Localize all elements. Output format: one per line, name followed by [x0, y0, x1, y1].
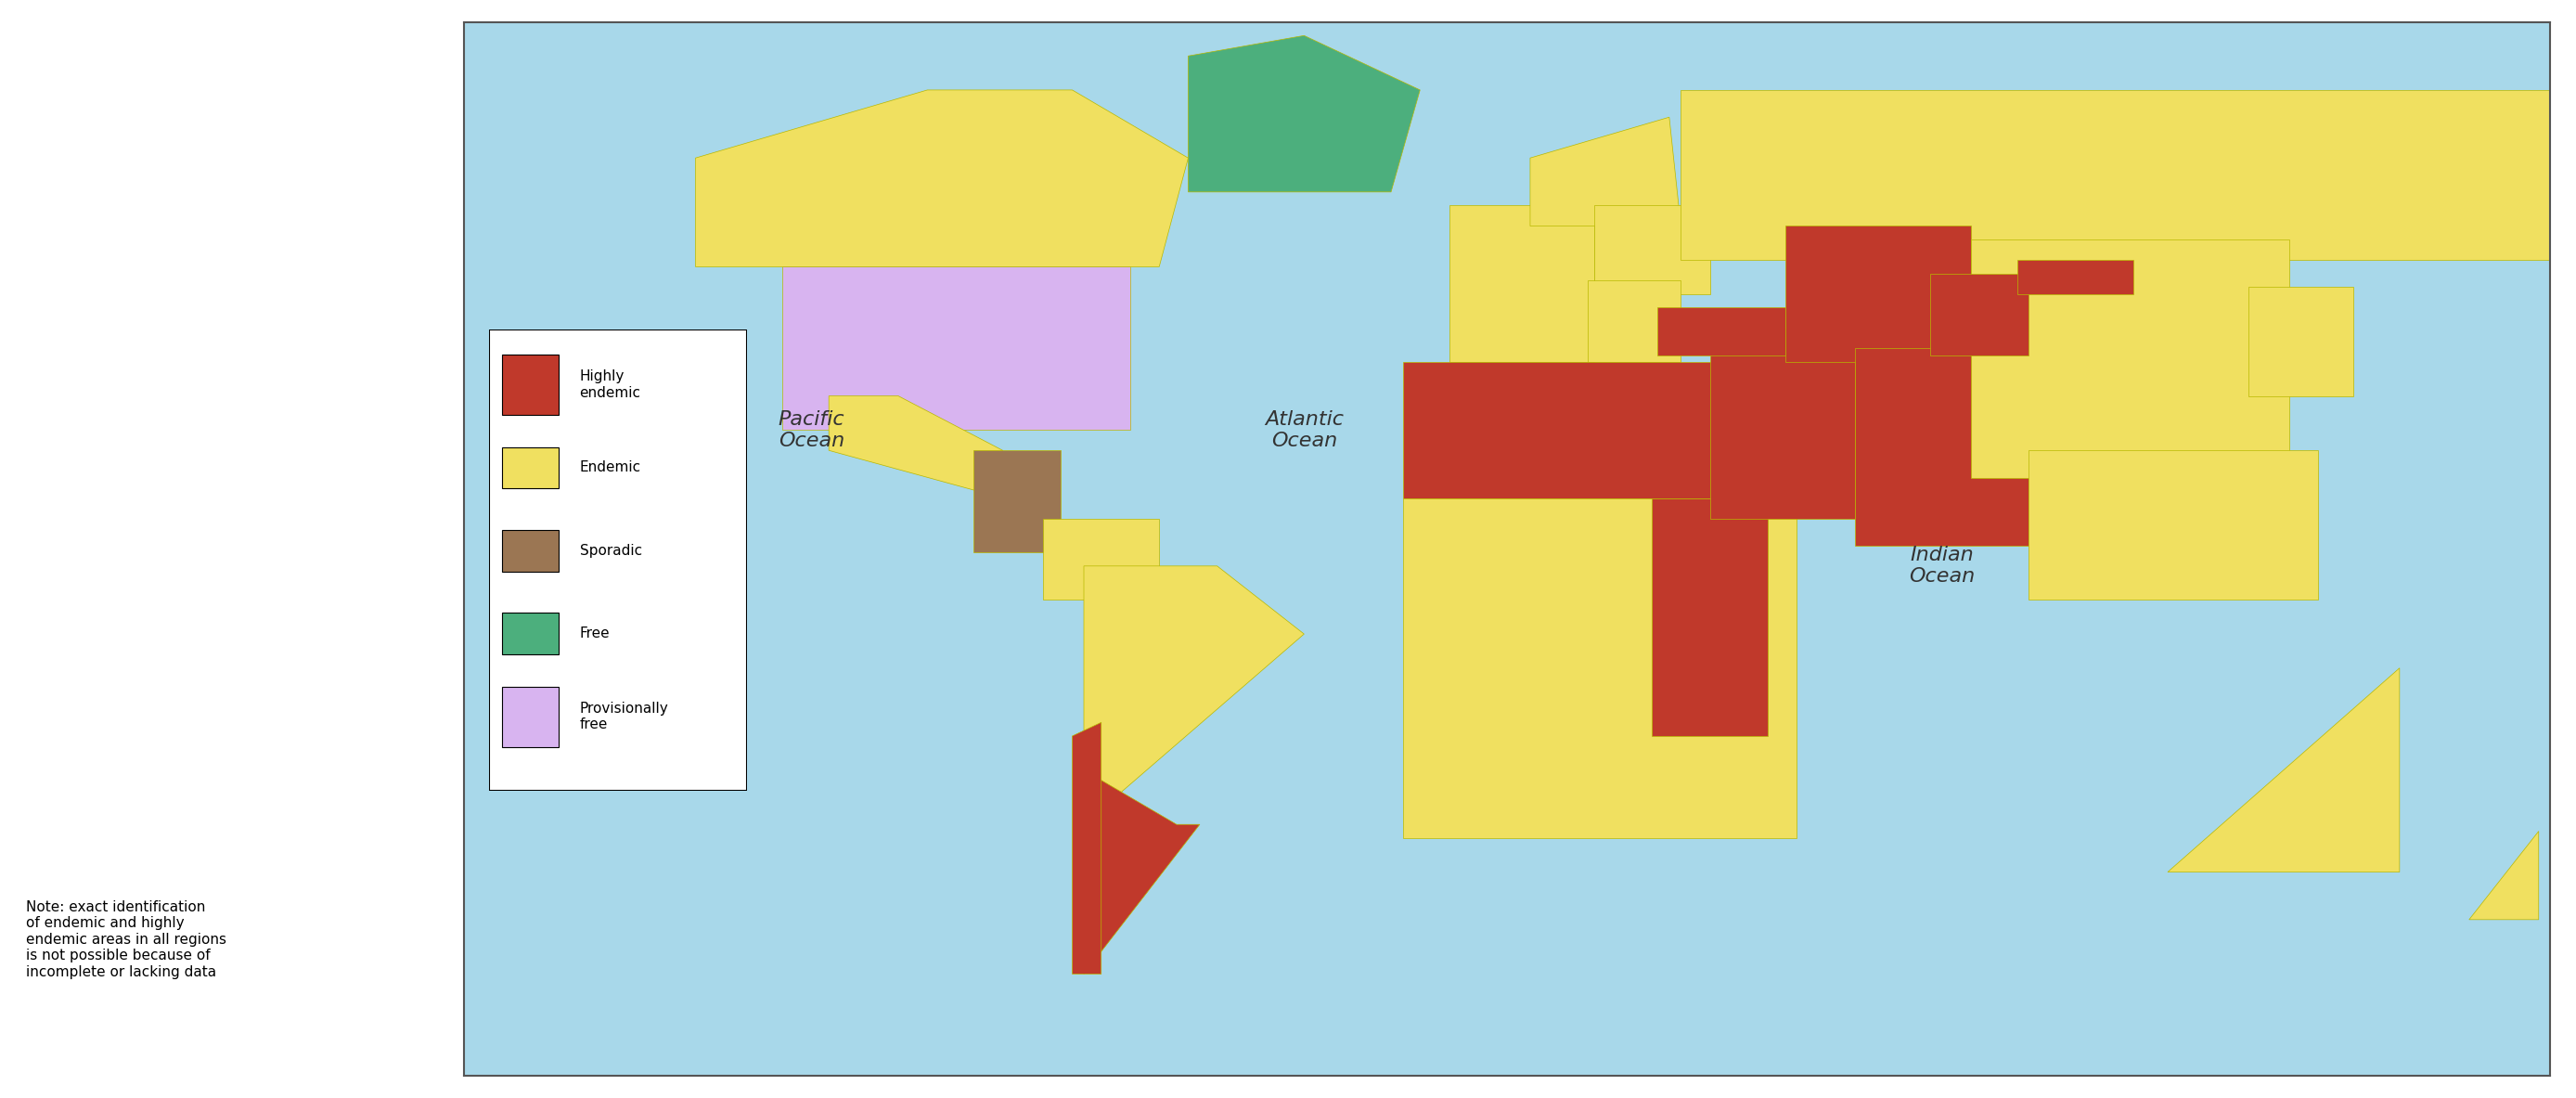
Polygon shape [1043, 518, 1159, 600]
Polygon shape [1659, 307, 1785, 355]
Bar [502, 530, 559, 572]
Text: Free: Free [580, 627, 611, 641]
Polygon shape [1401, 362, 1855, 498]
Text: Indian
Ocean: Indian Ocean [1909, 546, 1976, 586]
Polygon shape [1929, 273, 2027, 355]
Polygon shape [1785, 226, 1971, 362]
Polygon shape [1651, 498, 1767, 736]
Polygon shape [1084, 770, 1200, 974]
Polygon shape [696, 90, 1188, 267]
Polygon shape [1530, 117, 1680, 226]
Polygon shape [1680, 90, 2550, 260]
Polygon shape [1084, 565, 1303, 825]
Bar [502, 447, 559, 489]
Text: Highly
endemic: Highly endemic [580, 370, 641, 400]
Bar [502, 355, 559, 415]
Text: Endemic: Endemic [580, 461, 641, 474]
Text: Provisionally
free: Provisionally free [580, 702, 667, 731]
Polygon shape [1587, 280, 1680, 362]
Polygon shape [1971, 239, 2290, 478]
Text: Atlantic
Ocean: Atlantic Ocean [1265, 410, 1345, 450]
Bar [502, 687, 559, 747]
Polygon shape [783, 267, 1131, 430]
Polygon shape [2249, 288, 2354, 396]
Polygon shape [1855, 348, 2027, 546]
Polygon shape [1595, 205, 1710, 294]
Text: Pacific
Ocean: Pacific Ocean [778, 410, 845, 450]
Polygon shape [829, 396, 1002, 498]
Text: Note: exact identification
of endemic and highly
endemic areas in all regions
is: Note: exact identification of endemic an… [26, 900, 227, 979]
Polygon shape [974, 450, 1061, 552]
Polygon shape [1072, 722, 1103, 974]
Text: Sporadic: Sporadic [580, 544, 641, 558]
Polygon shape [1188, 35, 1419, 192]
Bar [502, 613, 559, 654]
Polygon shape [2468, 831, 2537, 920]
Polygon shape [2027, 450, 2318, 600]
Polygon shape [1401, 498, 1795, 838]
Polygon shape [1710, 328, 1855, 518]
Polygon shape [1448, 205, 1595, 362]
Polygon shape [2017, 260, 2133, 294]
Polygon shape [2166, 668, 2401, 872]
